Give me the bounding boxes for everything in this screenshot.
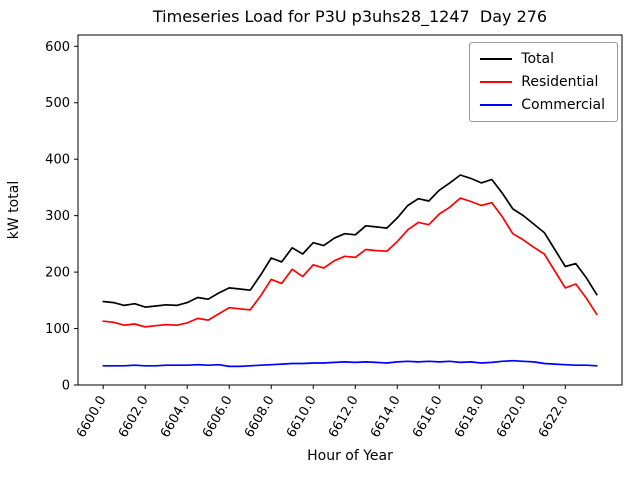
x-tick-label: 6602.0 (116, 394, 152, 441)
legend-label-residential: Residential (521, 74, 599, 90)
x-axis-label: Hour of Year (307, 448, 393, 464)
x-tick-label: 6618.0 (452, 394, 488, 441)
x-tick-label: 6620.0 (494, 394, 530, 441)
legend-item-commercial: Commercial (480, 97, 605, 113)
series-line-total (102, 174, 598, 308)
y-tick-label: 500 (45, 96, 70, 111)
x-tick-label: 6600.0 (74, 394, 110, 441)
x-tick-label: 6622.0 (536, 394, 572, 441)
y-tick-label: 100 (45, 322, 70, 337)
legend-item-residential: Residential (480, 74, 605, 90)
y-axis-label: kW total (6, 181, 22, 239)
legend-label-commercial: Commercial (521, 97, 605, 113)
legend-line-total-icon (480, 58, 513, 60)
x-tick-label: 6614.0 (368, 394, 404, 441)
legend-line-residential-icon (480, 81, 513, 83)
x-tick-label: 6608.0 (242, 394, 278, 441)
y-tick-label: 0 (62, 379, 70, 394)
legend-line-commercial-icon (480, 104, 513, 106)
chart-title: Timeseries Load for P3U p3uhs28_1247 Day… (152, 7, 547, 27)
y-tick-label: 200 (45, 266, 70, 281)
x-tick-label: 6616.0 (410, 394, 446, 441)
y-tick-label: 400 (45, 153, 70, 168)
axes-box (77, 34, 623, 386)
x-tick-label: 6606.0 (200, 394, 236, 441)
legend-item-total: Total (480, 51, 605, 67)
x-tick-label: 6612.0 (326, 394, 362, 441)
y-tick-label: 300 (45, 209, 70, 224)
x-tick-label: 6610.0 (284, 394, 320, 441)
legend-label-total: Total (521, 51, 554, 67)
series-line-commercial (102, 359, 598, 368)
legend: Total Residential Commercial (469, 42, 618, 122)
x-tick-label: 6604.0 (158, 394, 194, 441)
series-line-residential (102, 197, 598, 328)
y-tick-label: 600 (45, 40, 70, 55)
